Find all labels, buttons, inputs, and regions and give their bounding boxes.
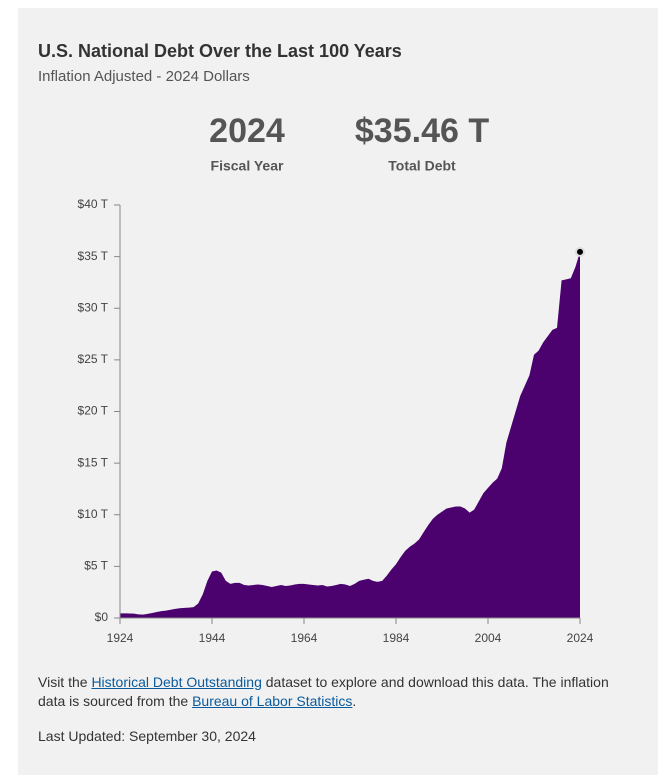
link[interactable]: Historical Debt Outstanding [91, 674, 262, 690]
y-tick-label: $35 T [78, 249, 109, 263]
area [120, 251, 580, 619]
y-tick-label: $10 T [78, 507, 109, 521]
x-tick-label: 2004 [475, 631, 502, 645]
footer-text: Visit the [38, 674, 92, 690]
link[interactable]: Bureau of Labor Statistics [192, 693, 353, 709]
x-tick-label: 1984 [383, 631, 410, 645]
x-tick-label: 2024 [567, 631, 594, 645]
highlight-year-label: Fiscal Year [211, 158, 284, 174]
footer-note: Visit the Historical Debt Outstanding da… [38, 673, 618, 711]
y-tick-label: $5 T [84, 559, 108, 573]
y-tick-label: $30 T [78, 300, 109, 314]
highlight-point [575, 246, 585, 257]
highlight-value: $35.46 T [355, 112, 489, 150]
y-tick-label: $15 T [78, 455, 109, 469]
x-tick-label: 1944 [199, 631, 226, 645]
footer-text: dataset to explore and download this dat… [38, 674, 609, 709]
chart: U.S. National Debt Over the Last 100 Yea… [38, 41, 594, 645]
y-tick-label: $20 T [78, 404, 109, 418]
chart-title: U.S. National Debt Over the Last 100 Yea… [38, 41, 402, 61]
x-tick-label: 1924 [107, 631, 134, 645]
footer-text: . [352, 693, 357, 709]
last-updated: Last Updated: September 30, 2024 [38, 728, 256, 744]
highlight-value-label: Total Debt [388, 158, 456, 174]
y-tick-label: $0 [95, 610, 109, 624]
chart-subtitle: Inflation Adjusted - 2024 Dollars [38, 68, 250, 85]
highlight-year: 2024 [209, 112, 285, 150]
y-tick-label: $40 T [78, 197, 109, 211]
x-tick-label: 1964 [291, 631, 318, 645]
y-tick-label: $25 T [78, 352, 109, 366]
